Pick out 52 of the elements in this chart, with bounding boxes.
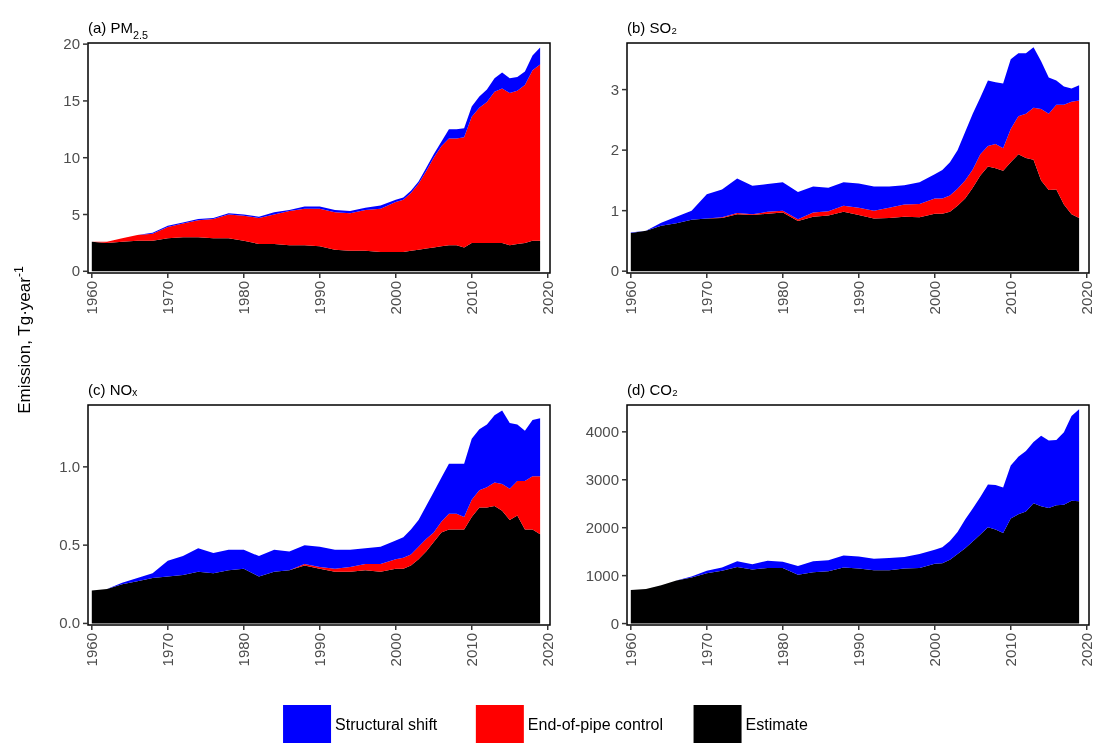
- y-tick-label: 0.0: [59, 614, 80, 632]
- x-tick-label: 1960: [82, 633, 100, 667]
- y-tick-label: 5: [71, 205, 80, 223]
- x-tick-label: 1980: [773, 633, 791, 667]
- x-tick-label: 1970: [158, 281, 176, 315]
- x-tick-label: 1970: [697, 633, 715, 667]
- legend-label: Estimate: [745, 716, 808, 733]
- x-tick-label: 2020: [1077, 633, 1095, 667]
- legend-label: Structural shift: [335, 716, 438, 733]
- x-tick-label: 2000: [925, 633, 943, 667]
- x-tick-label: 1960: [621, 281, 639, 315]
- x-tick-label: 1990: [310, 281, 328, 315]
- chart-title: (b) SO₂: [627, 19, 678, 36]
- x-tick-label: 2010: [462, 281, 480, 315]
- y-tick-label: 1: [610, 201, 619, 219]
- y-tick-label: 2000: [585, 518, 619, 536]
- x-tick-label: 2010: [462, 633, 480, 667]
- x-tick-label: 1980: [234, 281, 252, 315]
- x-tick-label: 2000: [386, 633, 404, 667]
- y-tick-label: 0: [71, 262, 80, 280]
- y-tick-label: 0: [610, 614, 619, 632]
- x-tick-label: 1970: [158, 633, 176, 667]
- x-tick-label: 2000: [386, 281, 404, 315]
- y-tick-label: 20: [63, 35, 80, 53]
- chart-title: (d) CO₂: [627, 381, 678, 398]
- x-tick-label: 2020: [1077, 281, 1095, 315]
- legend-label: End-of-pipe control: [527, 716, 664, 733]
- x-tick-label: 2010: [1001, 281, 1019, 315]
- x-tick-label: 2020: [538, 633, 556, 667]
- chart-title: (a) PM$_{2.5}$: [88, 19, 149, 41]
- chart-title: (c) NOₓ: [88, 381, 138, 398]
- x-tick-label: 1960: [621, 633, 639, 667]
- x-tick-label: 2010: [1001, 633, 1019, 667]
- x-tick-label: 1990: [310, 633, 328, 667]
- y-tick-label: 1.0: [59, 457, 80, 475]
- y-tick-label: 15: [63, 91, 80, 109]
- y-tick-label: 10: [63, 148, 80, 166]
- x-tick-label: 1970: [697, 281, 715, 315]
- y-tick-label: 2: [610, 141, 619, 159]
- x-tick-label: 2000: [925, 281, 943, 315]
- x-tick-label: 1990: [849, 633, 867, 667]
- x-tick-label: 1960: [82, 281, 100, 315]
- x-tick-label: 1980: [234, 633, 252, 667]
- x-tick-label: 2020: [538, 281, 556, 315]
- x-tick-label: 1990: [849, 281, 867, 315]
- y-tick-label: 0.5: [59, 536, 80, 554]
- y-tick-label: 1000: [585, 566, 619, 584]
- y-tick-label: 3: [610, 80, 619, 98]
- x-tick-label: 1980: [773, 281, 791, 315]
- y-tick-label: 0: [610, 262, 619, 280]
- y-tick-label: 3000: [585, 470, 619, 488]
- y-tick-label: 4000: [585, 422, 619, 440]
